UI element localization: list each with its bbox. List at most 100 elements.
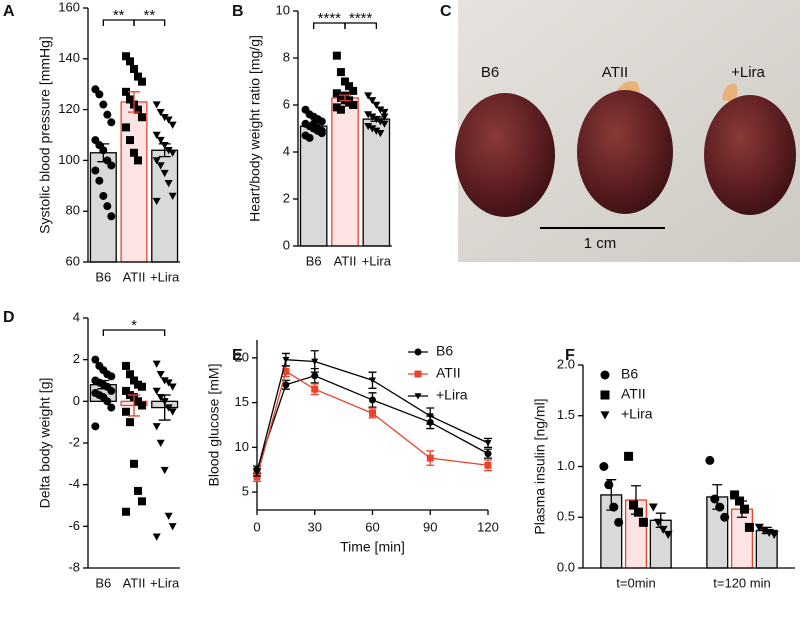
- legend-label: B6: [436, 343, 453, 359]
- y-tick-label: 100: [58, 152, 80, 167]
- x-tick-label: 0: [253, 519, 260, 534]
- marker: [152, 101, 161, 109]
- series-line: [256, 370, 489, 478]
- marker: [122, 507, 131, 516]
- marker: [739, 504, 749, 514]
- y-axis-label: Blood glucose [mM]: [206, 364, 222, 487]
- marker: [663, 530, 673, 540]
- legend-label: ATII: [621, 386, 646, 402]
- x-tick-label: t=0min: [616, 575, 655, 590]
- legend-label: B6: [621, 366, 638, 382]
- marker: [122, 52, 131, 61]
- marker: [311, 358, 319, 365]
- marker: [364, 92, 373, 100]
- marker: [160, 114, 169, 122]
- x-tick-label: 120: [477, 519, 499, 534]
- marker: [137, 401, 146, 410]
- marker: [349, 101, 358, 109]
- marker: [91, 422, 100, 431]
- y-tick-label: 10: [276, 2, 290, 17]
- panel-label: C: [440, 3, 452, 20]
- y-tick-label: 140: [58, 50, 80, 65]
- marker: [648, 503, 658, 512]
- y-tick-label: 80: [66, 203, 80, 218]
- x-tick-label: ATII: [123, 575, 146, 590]
- marker: [372, 101, 381, 109]
- marker: [133, 72, 142, 81]
- legend-label: ATII: [436, 365, 461, 381]
- marker: [364, 111, 373, 119]
- heart: [577, 90, 673, 214]
- legend-marker: [414, 348, 422, 356]
- marker: [369, 409, 376, 417]
- marker: [107, 386, 116, 395]
- y-tick-label: 2.0: [557, 356, 575, 371]
- error-bar: [307, 123, 320, 129]
- heart: [704, 95, 796, 215]
- marker: [137, 382, 146, 391]
- legend-marker: [600, 411, 610, 420]
- marker: [168, 149, 177, 157]
- marker: [126, 136, 135, 145]
- marker: [380, 108, 389, 117]
- error-bar: [97, 379, 110, 390]
- marker: [156, 136, 165, 145]
- marker: [484, 461, 492, 469]
- heart: [455, 93, 555, 217]
- x-tick-label: 90: [423, 519, 437, 534]
- significance-label: **: [113, 7, 125, 24]
- marker: [137, 77, 146, 86]
- marker: [332, 103, 341, 112]
- y-tick-label: 0.0: [557, 559, 575, 574]
- photo-label: B6: [481, 64, 499, 81]
- marker: [484, 450, 492, 458]
- legend-marker: [414, 393, 422, 400]
- marker: [130, 148, 138, 157]
- marker: [336, 105, 345, 114]
- marker: [152, 533, 161, 541]
- marker: [122, 361, 131, 370]
- legend-marker: [600, 370, 610, 380]
- x-tick-label: B6: [306, 253, 322, 268]
- marker: [103, 110, 112, 119]
- y-tick-label: 120: [58, 101, 80, 116]
- marker: [95, 90, 104, 99]
- marker: [156, 371, 165, 379]
- significance-label: ****: [349, 10, 373, 27]
- marker: [164, 404, 173, 412]
- marker: [137, 497, 146, 506]
- marker: [130, 64, 138, 73]
- marker: [282, 356, 290, 364]
- marker: [380, 120, 389, 128]
- marker: [152, 131, 161, 139]
- marker: [160, 377, 169, 385]
- bar: [331, 97, 359, 247]
- y-axis-label: Heart/body weight ratio [mg/g]: [247, 35, 263, 222]
- series-line: [256, 359, 489, 473]
- marker: [122, 407, 131, 416]
- y-tick-label: -8: [68, 559, 80, 574]
- marker: [164, 512, 173, 520]
- marker: [137, 113, 146, 122]
- marker: [133, 486, 142, 495]
- marker: [633, 507, 643, 517]
- marker: [164, 180, 173, 188]
- marker: [168, 192, 177, 200]
- y-tick-label: 0: [73, 393, 80, 408]
- marker: [103, 397, 112, 406]
- error-bar: [737, 500, 747, 518]
- marker: [282, 367, 290, 375]
- marker: [156, 439, 165, 447]
- x-tick-label: B6: [95, 269, 111, 284]
- y-tick-label: -6: [68, 518, 80, 533]
- marker: [368, 125, 377, 133]
- marker: [122, 123, 131, 132]
- photo-label: ATII: [602, 64, 628, 81]
- panel-label: B: [232, 3, 244, 20]
- bar: [299, 125, 328, 247]
- panel-label: A: [3, 3, 15, 20]
- y-tick-label: 2: [283, 190, 290, 205]
- marker: [91, 166, 100, 175]
- marker: [152, 387, 161, 395]
